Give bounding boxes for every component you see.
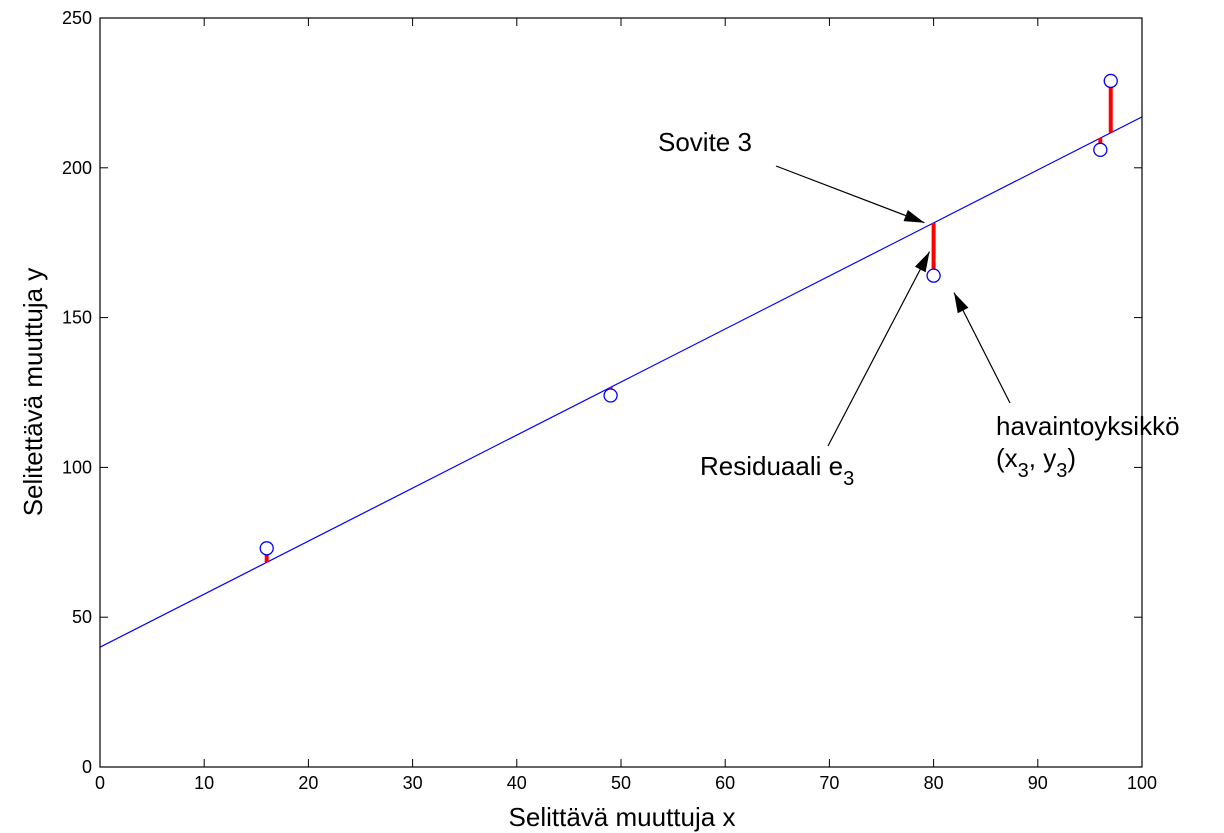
data-point	[1093, 142, 1108, 157]
annotation-observation-arrow-shaft	[953, 292, 1011, 404]
y-tick-label: 250	[62, 8, 92, 28]
x-tick-label: 50	[611, 773, 631, 793]
data-point	[259, 541, 274, 556]
coord-close: )	[1067, 443, 1076, 473]
annotation-residual-arrow-shaft	[827, 251, 931, 447]
coord-open: (x	[996, 443, 1018, 473]
annotation-fit-arrow-head	[903, 209, 925, 223]
x-tick-label: 70	[819, 773, 839, 793]
data-point	[926, 268, 941, 283]
annotation-fit-arrow-shaft	[775, 165, 925, 224]
annotation-fit-label: Sovite 3	[658, 127, 752, 157]
annotation-residual-text: Residuaali e	[700, 451, 843, 481]
x-axis-title: Selittävä muuttuja x	[509, 802, 736, 832]
annotation-fit-arrow	[775, 165, 925, 224]
annotation-residual-subscript: 3	[843, 468, 854, 490]
y-axis-title: Selitettävä muuttuja y	[18, 268, 48, 517]
x-tick-label: 30	[403, 773, 423, 793]
annotation-coordinates-label: (x3, y3)	[996, 443, 1076, 482]
x-tick-label: 60	[715, 773, 735, 793]
annotation-observation-label: havaintoyksikkö	[996, 411, 1180, 441]
x-tick-label: 80	[924, 773, 944, 793]
y-tick-label: 50	[72, 607, 92, 627]
coord-sub-x: 3	[1018, 460, 1029, 482]
coord-mid: , y	[1029, 443, 1056, 473]
annotation-residual-label: Residuaali e3	[700, 451, 854, 490]
coord-sub-y: 3	[1056, 460, 1067, 482]
data-point	[1103, 73, 1118, 89]
x-tick-label: 100	[1127, 773, 1157, 793]
data-point	[603, 388, 618, 403]
x-tick-label: 20	[298, 773, 318, 793]
y-tick-label: 0	[82, 757, 92, 777]
y-tick-label: 100	[62, 457, 92, 477]
y-tick-label: 150	[62, 308, 92, 328]
plot-frame	[99, 17, 1143, 768]
fit-line	[99, 116, 1143, 648]
x-tick-label: 40	[507, 773, 527, 793]
y-tick-label: 200	[62, 158, 92, 178]
annotation-observation-arrow-head	[954, 292, 969, 314]
annotation-residual-arrow	[827, 251, 931, 447]
annotation-residual-arrow-head	[914, 251, 930, 273]
annotation-observation-arrow	[953, 292, 1011, 404]
x-tick-label: 90	[1028, 773, 1048, 793]
x-tick-label: 10	[194, 773, 214, 793]
x-tick-label: 0	[95, 773, 105, 793]
